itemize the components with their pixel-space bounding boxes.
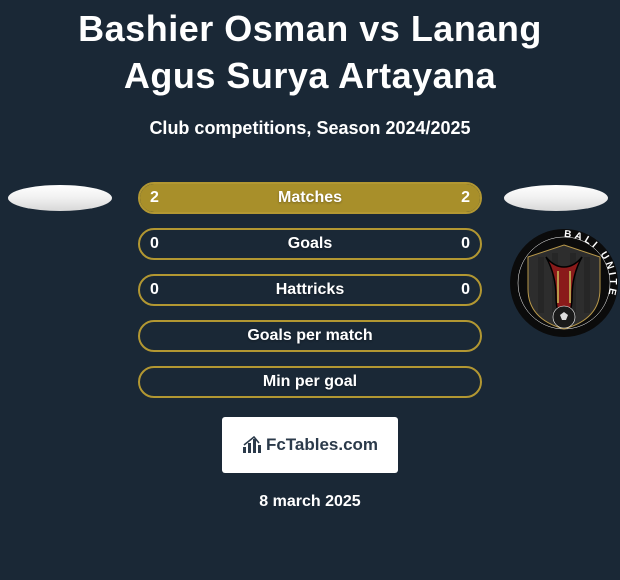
stat-value-left: 0 <box>150 235 159 253</box>
stat-value-left: 0 <box>150 281 159 299</box>
stat-bar: Goals <box>138 228 482 260</box>
stat-value-right: 2 <box>461 189 470 207</box>
club-badge-right: BALI UNITE <box>508 227 620 339</box>
stat-value-left: 2 <box>150 189 159 207</box>
stat-label: Matches <box>278 189 342 207</box>
page-title: Bashier Osman vs Lanang Agus Surya Artay… <box>0 0 620 100</box>
brand-logo: FcTables.com <box>242 435 378 455</box>
stat-bar: Hattricks <box>138 274 482 306</box>
stat-bar: Goals per match <box>138 320 482 352</box>
stat-row: Min per goal <box>0 359 620 405</box>
stat-label: Goals <box>288 235 332 253</box>
stat-label: Goals per match <box>247 327 372 345</box>
player-left-placeholder <box>8 185 112 211</box>
stat-value-right: 0 <box>461 281 470 299</box>
stat-label: Hattricks <box>276 281 344 299</box>
stat-value-right: 0 <box>461 235 470 253</box>
brand-box: FcTables.com <box>222 417 398 473</box>
chart-icon <box>242 436 262 454</box>
stat-bar: Matches <box>138 182 482 214</box>
player-right-placeholder <box>504 185 608 211</box>
subtitle: Club competitions, Season 2024/2025 <box>0 118 620 139</box>
brand-text: FcTables.com <box>266 435 378 455</box>
stats-area: BALI UNITE 2 2 Matches 0 0 Goals 0 0 Hattricks Go… <box>0 175 620 405</box>
stat-bar: Min per goal <box>138 366 482 398</box>
date-text: 8 march 2025 <box>0 493 620 511</box>
stat-label: Min per goal <box>263 373 357 391</box>
